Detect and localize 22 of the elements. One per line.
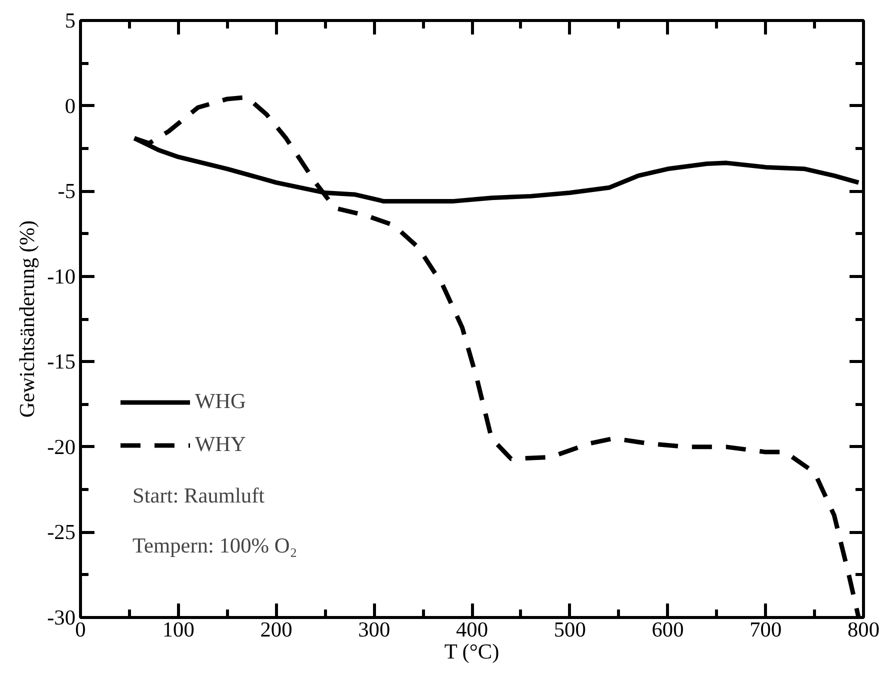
annotation: Start: Raumluft	[132, 484, 265, 508]
y-tick-label: -30	[47, 606, 76, 630]
x-tick-label: 500	[554, 618, 586, 642]
x-tick-label: 100	[162, 618, 194, 642]
y-axis-title: Gewichtsänderung (%)	[15, 220, 40, 418]
x-tick-label: 700	[750, 618, 782, 642]
y-tick-label: 5	[64, 8, 76, 32]
y-tick-label: -20	[47, 434, 76, 459]
x-tick-label: 300	[358, 618, 390, 642]
annotation: Tempern: 100% O₂	[132, 534, 298, 558]
y-tick-label: -5	[58, 179, 76, 204]
y-tick-label: -10	[47, 264, 76, 288]
x-axis-title: T (°C)	[444, 640, 500, 664]
legend-label: WHY	[195, 432, 246, 457]
legend-label: WHG	[195, 389, 246, 414]
y-tick-label: -25	[47, 520, 76, 544]
y-tick-label: 0	[64, 94, 76, 118]
x-tick-label: 200	[260, 618, 292, 642]
x-tick-label: 600	[652, 618, 684, 642]
y-tick-label: -15	[47, 350, 76, 374]
x-tick-label: 800	[848, 618, 880, 642]
x-tick-label: 400	[456, 618, 488, 642]
